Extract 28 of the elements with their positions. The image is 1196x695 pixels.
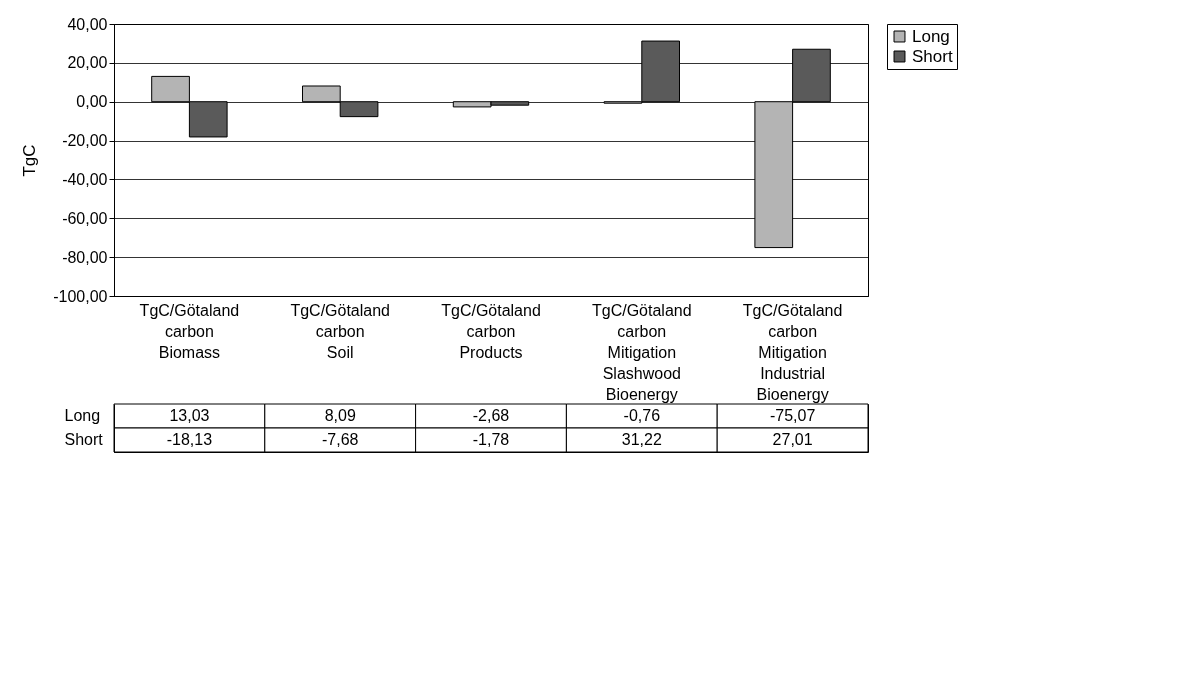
y-tick-label: 20,00 [67, 54, 108, 72]
data-label: -18,13 [166, 431, 213, 448]
y-tick-label: -20,00 [62, 132, 108, 150]
legend-label: Long [912, 26, 950, 46]
x-tick-label: TgC/Götaland carbon Products [441, 301, 541, 361]
data-label: -7,68 [321, 431, 359, 448]
data-label: -1,78 [472, 431, 510, 448]
data-label: -75,07 [769, 407, 816, 424]
data-label: 31,22 [621, 431, 662, 448]
text: Short [64, 431, 103, 448]
data-label: 8,09 [324, 407, 356, 424]
y-tick-label: -40,00 [62, 170, 108, 188]
data-label: -2,68 [472, 407, 510, 424]
text: Long [64, 407, 101, 424]
data-label: 27,01 [772, 431, 813, 448]
legend-label: Short [912, 46, 953, 66]
x-tick-label: TgC/Götaland carbon Soil [290, 301, 390, 361]
data-label: -0,76 [623, 407, 661, 424]
y-tick-label: -100,00 [53, 287, 108, 305]
y-tick-label: -60,00 [62, 209, 108, 227]
y-tick-label: 0,00 [76, 93, 108, 111]
y-axis-title: TgC [20, 144, 40, 177]
x-tick-label: TgC/Götaland carbon Mitigation Industrial Bioenergy [742, 301, 843, 403]
x-tick-label: TgC/Götaland carbon Biomass [139, 301, 240, 361]
data-label: 13,03 [169, 407, 210, 424]
x-tick-label: TgC/Götaland carbon Mitigation Slashwood Bioenergy [592, 301, 692, 403]
y-tick-label: 40,00 [67, 15, 108, 33]
y-tick-label: -80,00 [62, 248, 108, 266]
